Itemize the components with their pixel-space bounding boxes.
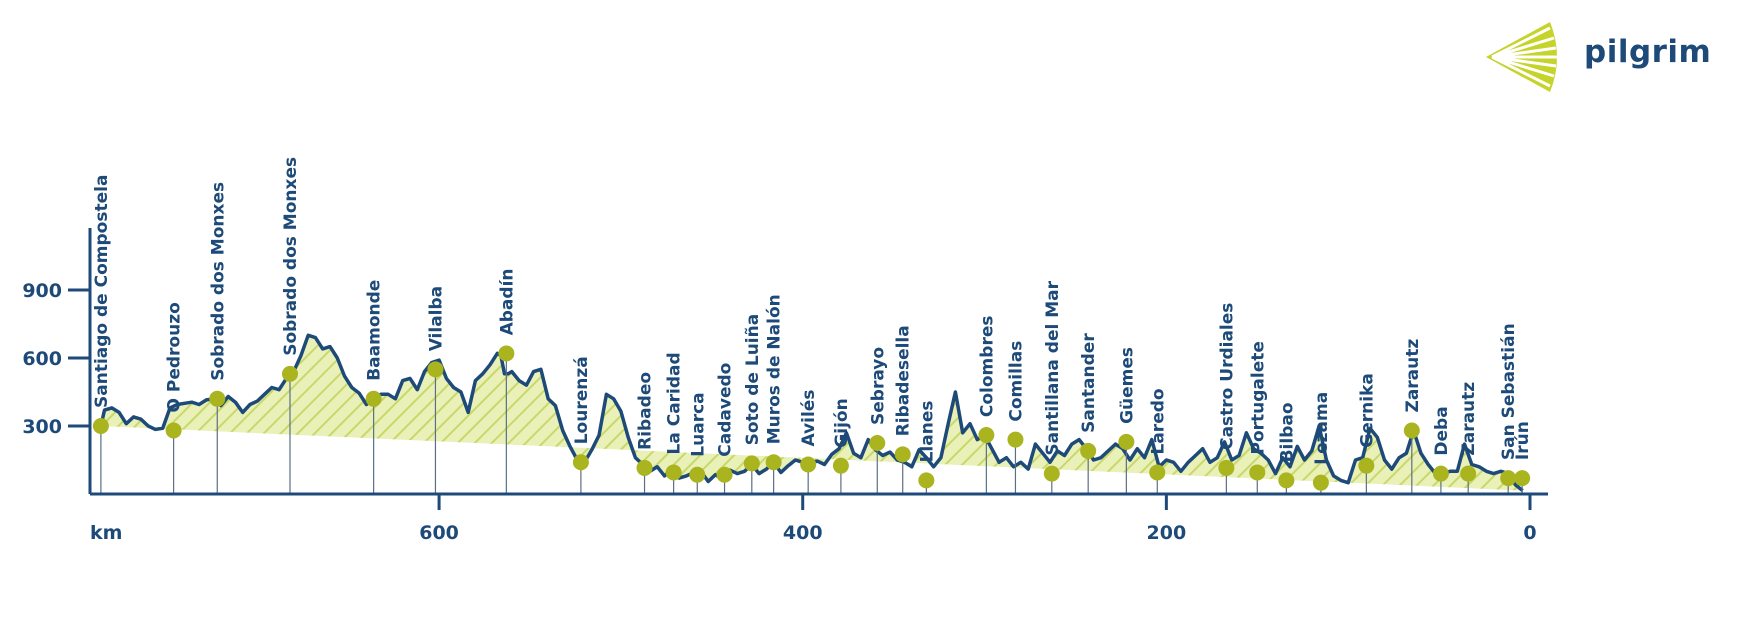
waypoint-label: Sebrayo bbox=[868, 347, 888, 425]
waypoint-label: Abadín bbox=[497, 268, 517, 335]
y-tick-label: 600 bbox=[22, 348, 62, 370]
waypoint-marker bbox=[498, 345, 515, 362]
waypoint-marker bbox=[1312, 474, 1329, 491]
waypoint-label: Cadavedo bbox=[716, 363, 736, 457]
waypoint-label: Portugalete bbox=[1248, 341, 1268, 454]
waypoint-label: Colombres bbox=[977, 316, 997, 418]
waypoint-marker bbox=[918, 472, 935, 489]
waypoint-label: Irún bbox=[1513, 421, 1533, 460]
waypoint-marker bbox=[572, 454, 589, 471]
waypoint-marker bbox=[281, 365, 298, 382]
waypoint-label: Ribadeo bbox=[636, 372, 656, 450]
waypoint-marker bbox=[894, 446, 911, 463]
waypoint-marker bbox=[716, 466, 733, 483]
waypoint-marker bbox=[743, 455, 760, 472]
waypoint-label: Avilés bbox=[799, 390, 819, 447]
axis-layer: 300 600 900 600 400 200 0 km bbox=[22, 228, 1548, 544]
waypoint-marker bbox=[832, 457, 849, 474]
y-tick-label: 300 bbox=[22, 416, 62, 438]
waypoint-label: Baamonde bbox=[365, 280, 385, 381]
waypoint-marker bbox=[165, 422, 182, 439]
waypoint-marker bbox=[1403, 422, 1420, 439]
waypoint-marker bbox=[1149, 464, 1166, 481]
x-tick-label: 400 bbox=[783, 522, 823, 544]
scallop-shell-icon bbox=[1486, 22, 1557, 92]
waypoint-marker bbox=[1043, 465, 1060, 482]
waypoint-label: Lezama bbox=[1312, 392, 1332, 465]
waypoint-label: Santiago de Compostela bbox=[92, 175, 112, 408]
waypoint-label: Laredo bbox=[1148, 388, 1168, 454]
waypoint-marker bbox=[209, 390, 226, 407]
waypoint-marker bbox=[427, 361, 444, 378]
waypoint-label: Santillana del Mar bbox=[1043, 280, 1063, 455]
waypoint-label: Zarautz bbox=[1403, 339, 1423, 413]
waypoint-marker bbox=[1460, 465, 1477, 482]
waypoint-marker bbox=[765, 454, 782, 471]
waypoint-label: San Sebastián bbox=[1499, 323, 1519, 460]
waypoint-marker bbox=[1080, 442, 1097, 459]
waypoint-marker bbox=[1500, 470, 1517, 487]
waypoint-label: Gernika bbox=[1357, 373, 1377, 448]
waypoint-label: Luarca bbox=[688, 392, 708, 456]
y-tick-label: 900 bbox=[22, 280, 62, 302]
x-axis-label: km bbox=[90, 522, 122, 544]
waypoint-marker bbox=[1432, 465, 1449, 482]
waypoint-label: Lourenzá bbox=[572, 356, 592, 444]
waypoint-label: Ribadesella bbox=[894, 325, 914, 436]
waypoint-marker bbox=[636, 459, 653, 476]
waypoint-marker bbox=[869, 434, 886, 451]
waypoint-label: Llanes bbox=[917, 401, 937, 463]
brand-name: pilgrim bbox=[1584, 34, 1712, 70]
waypoint-marker bbox=[1118, 433, 1135, 450]
plot-layer bbox=[92, 333, 1531, 494]
x-tick-label: 600 bbox=[419, 522, 459, 544]
waypoint-label: Santander bbox=[1079, 333, 1099, 433]
x-tick-label: 0 bbox=[1523, 522, 1536, 544]
waypoint-marker bbox=[689, 466, 706, 483]
waypoint-marker bbox=[1278, 472, 1295, 489]
waypoint-label: Gijón bbox=[832, 398, 852, 447]
waypoint-label: Deba bbox=[1432, 406, 1452, 455]
waypoint-label: Güemes bbox=[1117, 347, 1137, 424]
waypoint-marker bbox=[978, 427, 995, 444]
waypoint-label: Bilbao bbox=[1277, 402, 1297, 462]
waypoint-label: Muros de Nalón bbox=[765, 294, 785, 444]
waypoint-label: Sobrado dos Monxes bbox=[208, 182, 228, 381]
waypoint-label: Castro Urdiales bbox=[1217, 303, 1237, 450]
waypoint-label: Sobrado dos Monxes bbox=[281, 157, 301, 356]
x-tick-label: 200 bbox=[1147, 522, 1187, 544]
waypoint-label: O Pedrouzo bbox=[165, 302, 185, 412]
waypoint-marker bbox=[665, 464, 682, 481]
waypoint-marker bbox=[1249, 464, 1266, 481]
waypoint-marker bbox=[92, 417, 109, 434]
waypoint-label: Soto de Luiña bbox=[743, 314, 763, 446]
waypoint-marker bbox=[365, 390, 382, 407]
waypoint-marker bbox=[1218, 459, 1235, 476]
brand-logo bbox=[1478, 14, 1698, 100]
waypoint-marker bbox=[800, 456, 817, 473]
waypoint-labels: Santiago de Compostela O Pedrouzo Sobrado … bbox=[92, 157, 1533, 465]
waypoint-marker bbox=[1358, 457, 1375, 474]
waypoint-label: Zarautz bbox=[1459, 382, 1479, 456]
waypoint-label: Comillas bbox=[1006, 341, 1026, 422]
waypoint-marker bbox=[1007, 431, 1024, 448]
waypoint-label: La Caridad bbox=[665, 352, 685, 454]
waypoint-marker bbox=[1514, 470, 1531, 487]
waypoint-label: Vilalba bbox=[426, 286, 446, 351]
